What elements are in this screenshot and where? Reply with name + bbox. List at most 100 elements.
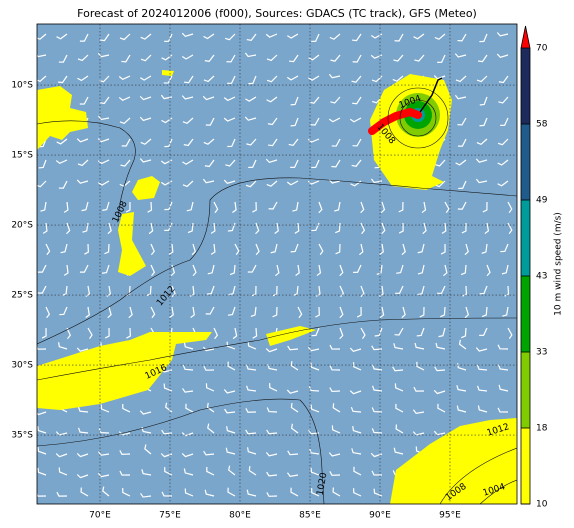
- wind-barb: [457, 201, 467, 210]
- wind-barb: [274, 222, 279, 235]
- wind-barb: [76, 347, 89, 352]
- wind-barb: [475, 178, 488, 184]
- wind-barb: [56, 33, 68, 40]
- wind-barb: [349, 390, 362, 395]
- wind-barb: [501, 264, 509, 275]
- wind-barb: [272, 285, 278, 297]
- wind-barb: [414, 342, 425, 350]
- wind-barb: [353, 466, 362, 476]
- wind-barb: [497, 180, 509, 187]
- wind-barb: [119, 450, 131, 455]
- wind-barb: [182, 180, 194, 188]
- wind-barb: [76, 453, 89, 458]
- wind-barb: [38, 138, 47, 148]
- wind-barb: [335, 222, 341, 234]
- wind-barb: [148, 222, 154, 235]
- wind-barb: [464, 306, 470, 319]
- wind-barb: [419, 306, 425, 318]
- wind-barb: [147, 201, 153, 213]
- wind-barb: [223, 117, 236, 122]
- wind-barb: [245, 429, 257, 435]
- wind-barb: [330, 96, 341, 104]
- wind-barb: [246, 385, 257, 392]
- colorbar-tick-label: 10: [536, 500, 548, 510]
- wind-barb: [101, 264, 110, 274]
- wind-barb: [413, 33, 425, 40]
- wind-barb: [98, 75, 110, 83]
- wind-barb: [164, 201, 173, 211]
- colorbar-segment: [521, 352, 530, 428]
- wind-barb: [328, 179, 341, 184]
- wind-barb: [434, 33, 446, 40]
- wind-barb: [394, 33, 404, 42]
- wind-barb: [310, 467, 320, 476]
- wind-barb: [168, 243, 174, 255]
- wind-barb: [416, 327, 425, 337]
- wind-barb: [244, 52, 257, 58]
- wind-barb: [185, 403, 194, 413]
- wind-barb: [45, 306, 51, 319]
- wind-barb: [140, 54, 152, 62]
- wind-barb: [139, 95, 152, 101]
- wind-barb: [331, 425, 341, 434]
- wind-barb: [286, 472, 299, 477]
- wind-barb: [461, 327, 467, 339]
- wind-barb: [417, 285, 425, 296]
- wind-barb: [58, 467, 68, 476]
- wind-barb: [140, 75, 152, 81]
- wind-barb: [87, 327, 93, 339]
- colorbar-tick-label: 18: [536, 424, 548, 434]
- wind-barb: [104, 327, 110, 339]
- wind-barb: [360, 222, 366, 235]
- wind-barb: [370, 33, 383, 39]
- wind-barb: [244, 116, 257, 121]
- wind-barb: [163, 75, 173, 84]
- wind-barb: [290, 361, 299, 371]
- wind-barb: [294, 222, 300, 234]
- wind-barb: [486, 264, 491, 277]
- wind-barb: [223, 179, 236, 184]
- wind-barb: [328, 452, 341, 457]
- wind-barb: [433, 75, 446, 80]
- wind-barb: [97, 138, 110, 143]
- wind-barb: [227, 487, 236, 497]
- wind-barb: [232, 201, 237, 213]
- wind-barb: [139, 158, 152, 163]
- lat-label: 25°S: [11, 291, 33, 301]
- wind-barb: [57, 75, 68, 84]
- wind-barb: [395, 285, 404, 294]
- wind-barb: [205, 117, 215, 126]
- wind-barb: [118, 96, 131, 101]
- wind-barb: [394, 383, 404, 392]
- wind-barb: [380, 201, 386, 214]
- wind-barb: [84, 243, 89, 255]
- wind-barb: [290, 159, 299, 168]
- wind-barb: [181, 54, 194, 60]
- wind-barb: [309, 96, 320, 104]
- wind-barb: [356, 306, 362, 318]
- wind-barb: [352, 138, 362, 147]
- wind-barb: [398, 201, 404, 213]
- wind-barb: [290, 402, 299, 413]
- wind-barb: [207, 423, 215, 434]
- wind-barb: [125, 201, 131, 213]
- wind-barb: [476, 75, 488, 83]
- wind-barb: [392, 366, 404, 372]
- wind-barb: [139, 116, 152, 122]
- wind-barb: [225, 447, 236, 455]
- wind-barb: [121, 54, 131, 63]
- wind-barb: [460, 264, 467, 276]
- wind-barb: [330, 54, 341, 62]
- wind-barb: [422, 222, 427, 235]
- wind-barb: [433, 430, 446, 436]
- wind-barb: [502, 306, 509, 317]
- wind-barb: [307, 180, 320, 185]
- wind-barb: [311, 33, 320, 43]
- wind-barb: [376, 264, 383, 275]
- wind-barb: [227, 361, 236, 371]
- wind-barb: [106, 285, 112, 298]
- wind-barb: [265, 348, 278, 353]
- wind-barb: [371, 470, 383, 476]
- wind-barb: [187, 222, 194, 234]
